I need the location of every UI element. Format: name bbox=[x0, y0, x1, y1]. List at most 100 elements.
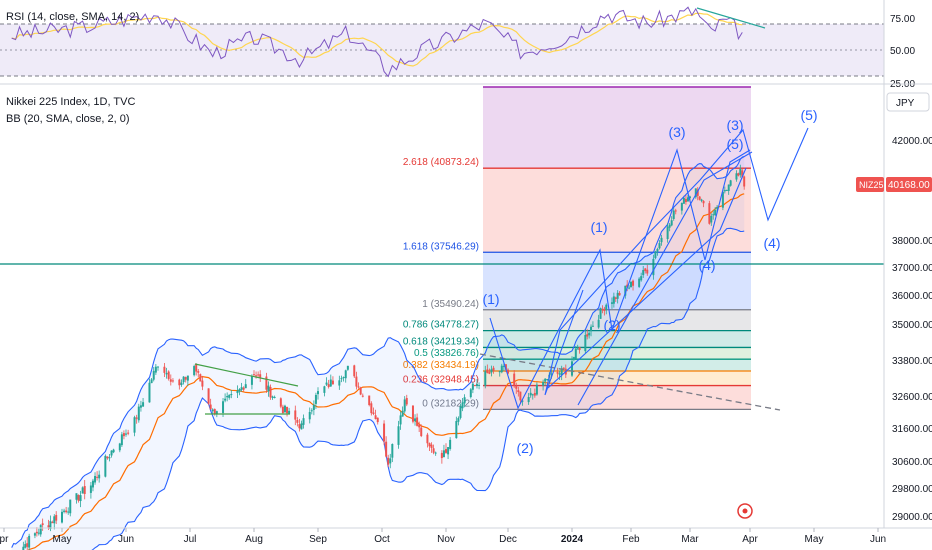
price-tick: 38000.00 bbox=[892, 236, 932, 247]
candle-body bbox=[445, 449, 447, 453]
candle-body bbox=[397, 426, 400, 445]
candle-body bbox=[590, 326, 593, 332]
candle-body bbox=[163, 366, 166, 373]
candle-body bbox=[288, 410, 291, 414]
candle-body bbox=[515, 386, 518, 389]
time-tick-label: Aug bbox=[245, 534, 263, 545]
rsi-pane: RSI (14, close, SMA, 14, 2) 75.00 50.00 … bbox=[0, 6, 915, 90]
price-tick: 29000.00 bbox=[892, 512, 932, 523]
time-tick-label: Mar bbox=[681, 534, 699, 545]
fib-level-label: 1.618 (37546.29) bbox=[403, 241, 479, 252]
candle-body bbox=[53, 516, 56, 524]
candle-body bbox=[118, 443, 121, 451]
candle-body bbox=[584, 335, 587, 352]
candle-body bbox=[529, 392, 532, 396]
candle-body bbox=[279, 398, 282, 407]
candlestick-series bbox=[20, 164, 746, 550]
candle-body bbox=[486, 369, 489, 373]
candle-body bbox=[618, 292, 621, 296]
candle-body bbox=[83, 486, 86, 494]
candle-body bbox=[542, 381, 545, 386]
symbol-badge bbox=[856, 177, 884, 192]
candle-body bbox=[346, 365, 349, 370]
candle-body bbox=[484, 371, 487, 386]
fib-level-label: 1 (35490.24) bbox=[422, 299, 479, 310]
candle-body bbox=[383, 423, 386, 442]
price-tick: 37000.00 bbox=[892, 263, 932, 274]
candle-body bbox=[432, 448, 435, 453]
candle-body bbox=[215, 411, 218, 415]
time-tick-label: pr bbox=[0, 534, 9, 545]
candle-body bbox=[682, 197, 685, 204]
candle-body bbox=[302, 418, 305, 425]
candle-body bbox=[535, 384, 538, 395]
wave-label: (4) bbox=[698, 257, 715, 273]
candle-body bbox=[626, 284, 629, 288]
candle-body bbox=[670, 220, 673, 226]
fib-zone bbox=[483, 168, 751, 253]
candle-body bbox=[572, 357, 575, 360]
candle-body bbox=[668, 224, 671, 228]
candle-body bbox=[660, 237, 663, 243]
candle-body bbox=[255, 375, 258, 377]
fib-zone bbox=[483, 347, 751, 360]
candle-body bbox=[696, 189, 699, 196]
candle-body bbox=[228, 394, 231, 398]
dashed-trendline[interactable] bbox=[479, 353, 781, 411]
candle-body bbox=[376, 417, 379, 423]
candle-body bbox=[463, 397, 466, 404]
time-tick-label: Jul bbox=[184, 534, 197, 545]
candle-body bbox=[104, 455, 107, 477]
candle-body bbox=[81, 487, 84, 494]
candle-body bbox=[498, 371, 501, 373]
candle-body bbox=[743, 176, 746, 187]
candle-body bbox=[257, 374, 260, 376]
candle-body bbox=[672, 210, 675, 219]
fib-level-label: 2.618 (40873.24) bbox=[403, 157, 479, 168]
wave-path-primary bbox=[489, 148, 751, 410]
candle-body bbox=[492, 367, 495, 371]
price-tick: 42000.00 bbox=[892, 136, 932, 147]
candle-body bbox=[180, 382, 183, 386]
candle-body bbox=[154, 366, 157, 373]
candle-body bbox=[488, 372, 491, 374]
candle-body bbox=[702, 200, 705, 204]
candle-body bbox=[269, 387, 272, 398]
currency-badge[interactable] bbox=[886, 92, 930, 112]
candle-body bbox=[374, 415, 377, 419]
price-tick: 35000.00 bbox=[892, 320, 932, 331]
candle-body bbox=[550, 373, 553, 375]
candle-body bbox=[389, 458, 392, 464]
time-tick-label: Jun bbox=[870, 534, 886, 545]
candle-body bbox=[171, 380, 174, 382]
candle-body bbox=[209, 404, 212, 410]
candle-body bbox=[61, 511, 63, 523]
elliott-wave-projection[interactable] bbox=[489, 127, 809, 410]
candle-body bbox=[531, 394, 534, 396]
fib-zone-top bbox=[483, 87, 751, 169]
time-tick-label: 2024 bbox=[561, 534, 584, 545]
candle-body bbox=[238, 389, 241, 392]
fib-level-label: 0.236 (32948.45) bbox=[403, 375, 479, 386]
candle-body bbox=[725, 189, 728, 191]
time-tick-label: Nov bbox=[437, 534, 455, 545]
candle-body bbox=[152, 370, 155, 380]
candle-body bbox=[331, 380, 334, 385]
bollinger-band-fill bbox=[11, 156, 745, 550]
candle-body bbox=[286, 407, 289, 414]
price-tick: 29800.00 bbox=[892, 484, 932, 495]
candle-body bbox=[338, 380, 341, 386]
candle-body bbox=[69, 499, 72, 514]
candle-body bbox=[727, 184, 730, 191]
wave-label: (4) bbox=[763, 235, 780, 251]
candle-body bbox=[296, 420, 299, 423]
trendline-jul[interactable] bbox=[194, 363, 299, 387]
chart-title: Nikkei 225 Index, 1D, TVC bbox=[6, 96, 135, 108]
candle-body bbox=[521, 400, 524, 402]
candle-body bbox=[700, 199, 703, 201]
candle-body bbox=[457, 418, 460, 422]
candle-body bbox=[504, 364, 507, 370]
candle-body bbox=[329, 379, 332, 387]
candle-body bbox=[723, 190, 726, 192]
